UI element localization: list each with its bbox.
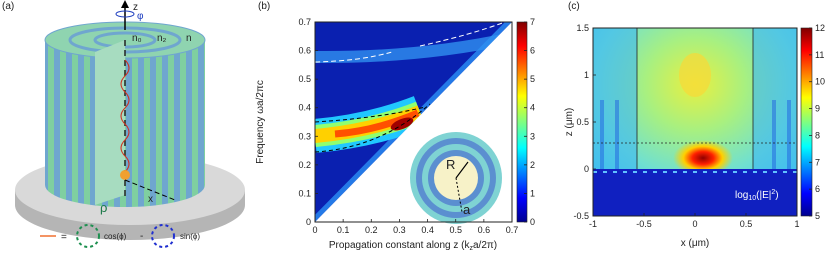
rho-label: ρ (100, 200, 107, 215)
colorbar-tick-label: 5 (815, 211, 820, 221)
inset-label: R (446, 157, 455, 172)
colorbar-tick-label: 4 (530, 103, 535, 113)
x-tick-label: 1 (794, 219, 799, 229)
index-label: n (186, 33, 192, 44)
source (120, 170, 130, 180)
panel-b: (b) R a Frequency ωa/2πc Propagation con… (255, 1, 528, 252)
x-tick-label: 0.3 (393, 225, 406, 235)
phi-arrow (115, 10, 135, 18)
panel-c: (c) log10(|E|2) z (μm) x (μm) (564, 1, 813, 249)
label-part: (|E| (756, 190, 771, 201)
x-axis (124, 179, 176, 201)
source-spot (673, 140, 733, 176)
x-tick-label: 0.6 (478, 225, 491, 235)
colorbar-tick-label: 11 (815, 50, 824, 60)
hotspot (679, 53, 711, 97)
band (315, 32, 512, 64)
y-tick-label: 0.4 (298, 103, 311, 113)
x-tick-label: 0.5 (740, 219, 753, 229)
x-tick-label: 0.1 (337, 225, 350, 235)
y-axis-label: z (μm) (564, 108, 575, 137)
y-axis-label: Frequency ωa/2πc (255, 80, 266, 164)
arrow-head (121, 0, 129, 8)
angle-label: φ (137, 11, 144, 22)
inset (410, 132, 502, 224)
legend-text: cos(ϕ) (104, 232, 127, 241)
y-tick-label: 1.5 (576, 23, 589, 33)
axis-label: z (133, 2, 138, 13)
y-tick-label: 0 (584, 164, 589, 174)
colorbar (516, 21, 528, 223)
x-tick-label: 0.7 (506, 225, 519, 235)
label-part: log (735, 190, 748, 201)
x-tick-label: 0.2 (365, 225, 378, 235)
plot-frame (314, 21, 513, 223)
y-tick-label: 0.7 (298, 17, 311, 27)
colorbar-tick-label: 10 (815, 77, 825, 87)
axis-label: x (148, 194, 153, 205)
y-tick-label: 0.5 (298, 74, 311, 84)
label-part: 2 (771, 189, 775, 196)
y-tick-label: 0.1 (298, 188, 311, 198)
label-part: 10 (748, 195, 756, 202)
label-part: z (470, 245, 474, 252)
colorbar-tick-label: 6 (815, 184, 820, 194)
y-tick-label: 0.2 (298, 160, 311, 170)
label-part: ) (775, 190, 778, 201)
dashed-curve (315, 103, 431, 153)
panel-a: (a) z φ n₀ n₂ n x ρ = cos(ϕ) - sin(ϕ) (2, 0, 245, 248)
colorbar-tick-label: 7 (815, 157, 820, 167)
colorbar-tick-label: 6 (530, 46, 535, 56)
dashed-curve (315, 22, 506, 63)
x-tick-label: 0 (692, 219, 697, 229)
legend-text: sin(ϕ) (180, 232, 200, 241)
cutaway (95, 40, 125, 205)
y-tick-label: 0.6 (298, 46, 311, 56)
colorbar-tick-label: 1 (530, 188, 535, 198)
panel-label: (b) (258, 1, 270, 12)
colorbar-tick-label: 0 (530, 217, 535, 227)
legend-icon (151, 224, 175, 248)
x-tick-label: 0.5 (449, 225, 462, 235)
label-part: a/2π) (473, 240, 497, 251)
index-label: n₀ (132, 33, 142, 44)
helix (120, 59, 130, 173)
y-tick-label: -0.5 (573, 211, 589, 221)
colorbar-tick-label: 8 (815, 130, 820, 140)
colorbar (800, 27, 813, 217)
legend-text: - (140, 231, 143, 242)
y-tick-label: 0.5 (576, 117, 589, 127)
x-axis-label: Propagation constant along z (kza/2π) (329, 240, 497, 252)
y-tick-label: 0 (306, 217, 311, 227)
panel-label: (c) (568, 1, 580, 12)
annotation: log10(|E|2) (735, 189, 779, 202)
label-part: Propagation constant along z (k (329, 240, 471, 251)
legend-text: = (61, 232, 67, 243)
colorbar-tick-label: 2 (530, 160, 535, 170)
band (334, 109, 420, 138)
colorbar-tick-label: 9 (815, 104, 820, 114)
y-tick-label: 0.3 (298, 131, 311, 141)
x-tick-label: 0 (312, 225, 317, 235)
substrate (593, 169, 797, 216)
colorbar-tick-label: 7 (530, 17, 535, 27)
x-tick-label: -0.5 (636, 219, 652, 229)
inset-label: a (463, 202, 471, 217)
x-tick-label: 0.4 (421, 225, 434, 235)
colorbar-tick-label: 5 (530, 74, 535, 84)
panel-label: (a) (2, 1, 14, 12)
x-axis-label: x (μm) (681, 238, 710, 249)
legend-icon (76, 224, 100, 248)
colorbar-tick-label: 3 (530, 131, 535, 141)
x-tick-label: -1 (589, 219, 597, 229)
y-tick-label: 1 (584, 70, 589, 80)
index-label: n₂ (157, 33, 167, 44)
colorbar-tick-label: 12 (815, 23, 825, 33)
